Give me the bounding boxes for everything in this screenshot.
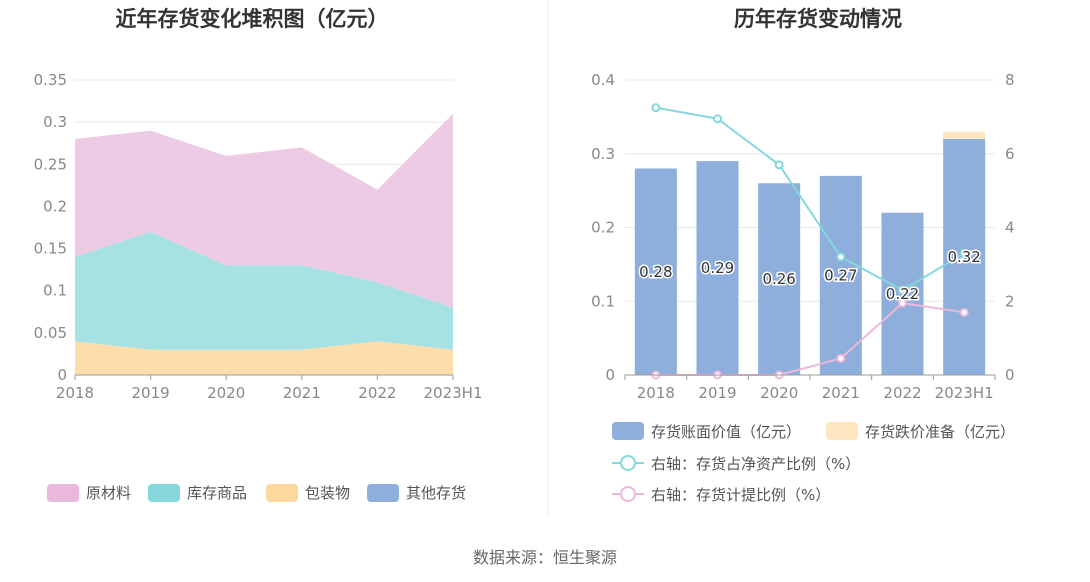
y2-tick-label: 4 — [1005, 219, 1015, 237]
y2-tick-label: 6 — [1005, 145, 1015, 163]
bar-book-value — [634, 168, 677, 375]
line-point — [774, 160, 784, 170]
bar-impairment — [943, 131, 986, 139]
y2-tick-label: 2 — [1005, 292, 1015, 310]
legend-item[interactable]: 存货跌价准备（亿元） — [826, 422, 1015, 441]
line-point — [836, 252, 846, 262]
legend-label: 存货账面价值（亿元） — [651, 423, 801, 441]
bar-book-value — [758, 183, 801, 375]
y-tick-label: 0.3 — [43, 113, 67, 131]
y2-tick-label: 8 — [1005, 71, 1015, 89]
legend-swatch — [612, 422, 644, 440]
right-chart-title: 历年存货变动情况 — [734, 7, 902, 31]
area-series-3 — [75, 113, 453, 308]
bar-data-label: 0.27 — [824, 266, 857, 284]
legend-label: 库存商品 — [187, 484, 247, 502]
legend-item[interactable]: 库存商品 — [148, 484, 247, 502]
legend-item[interactable]: 原材料 — [47, 484, 131, 502]
y-tick-label: 0.2 — [591, 219, 615, 237]
bar-data-label: 0.32 — [947, 248, 980, 266]
y-tick-label: 0.2 — [43, 197, 67, 215]
y-tick-label: 0 — [605, 366, 615, 384]
legend-point-swatch — [620, 455, 636, 471]
area-series-2 — [75, 231, 453, 350]
y-tick-label: 0.1 — [43, 282, 67, 300]
line-series-0 — [655, 106, 965, 292]
legend-label: 原材料 — [86, 484, 131, 502]
legend-swatch — [826, 422, 858, 440]
y-tick-label: 0.1 — [591, 292, 615, 310]
legend-item[interactable]: 存货账面价值（亿元） — [612, 422, 801, 441]
x-tick-label: 2019 — [698, 384, 736, 402]
y-tick-label: 0.15 — [34, 240, 67, 258]
legend-label: 右轴：存货计提比例（%） — [651, 486, 830, 504]
legend-swatch — [266, 484, 298, 502]
y-tick-label: 0.4 — [591, 71, 615, 89]
x-tick-label: 2020 — [207, 384, 245, 402]
stacked-area-chart: 近年存货变化堆积图（亿元） 0 0.05 0.1 0.15 0.2 0.25 0.3 0.35… — [34, 7, 483, 502]
line-point — [959, 307, 969, 317]
x-tick-label: 2023H1 — [424, 384, 483, 402]
bar-book-value — [696, 161, 739, 375]
x-tick-label: 2019 — [132, 384, 170, 402]
bar-data-label: 0.28 — [639, 263, 672, 281]
legend-swatch — [148, 484, 180, 502]
legend-label: 右轴：存货占净资产比例（%） — [651, 455, 860, 473]
bar-data-label: 0.22 — [886, 285, 919, 303]
bar-data-label: 0.26 — [762, 270, 795, 288]
bar-data-label: 0.29 — [701, 259, 734, 277]
x-tick-label: 2022 — [358, 384, 396, 402]
line-point — [713, 114, 722, 124]
y-tick-label: 0.05 — [34, 324, 67, 342]
legend-label: 包装物 — [305, 484, 350, 502]
legend-item[interactable]: 其他存货 — [367, 484, 466, 502]
legend-item[interactable]: 右轴：存货占净资产比例（%） — [612, 455, 860, 473]
x-tick-label: 2022 — [883, 384, 921, 402]
bar-book-value — [819, 175, 862, 375]
legend-point-swatch — [620, 486, 636, 502]
x-tick-label: 2018 — [637, 384, 675, 402]
line-point — [898, 298, 907, 308]
y-tick-label: 0.35 — [34, 71, 67, 89]
legend-item[interactable]: 右轴：存货计提比例（%） — [612, 486, 830, 504]
y-tick-label: 0.25 — [34, 155, 67, 173]
x-tick-label: 2021 — [822, 384, 860, 402]
data-source-note: 数据来源：恒生聚源 — [473, 548, 617, 567]
y-tick-label: 0 — [57, 366, 67, 384]
left-chart-title: 近年存货变化堆积图（亿元） — [116, 7, 389, 31]
y2-tick-label: 0 — [1005, 366, 1015, 384]
line-point — [651, 103, 661, 113]
x-tick-label: 2023H1 — [935, 384, 994, 402]
legend-swatch — [47, 484, 79, 502]
y-tick-label: 0.3 — [591, 145, 615, 163]
legend-item[interactable]: 包装物 — [266, 484, 350, 502]
bar-line-chart: 历年存货变动情况 0.28 0.290.26 0.270.220.32 00.10.… — [591, 7, 1015, 504]
line-point — [836, 353, 846, 363]
legend-label: 其他存货 — [406, 484, 466, 502]
line-point — [898, 285, 907, 295]
x-tick-label: 2020 — [760, 384, 798, 402]
legend-label: 存货跌价准备（亿元） — [865, 423, 1015, 441]
x-tick-label: 2021 — [283, 384, 321, 402]
legend-swatch — [367, 484, 399, 502]
x-tick-label: 2018 — [56, 384, 94, 402]
line-point — [959, 248, 969, 258]
